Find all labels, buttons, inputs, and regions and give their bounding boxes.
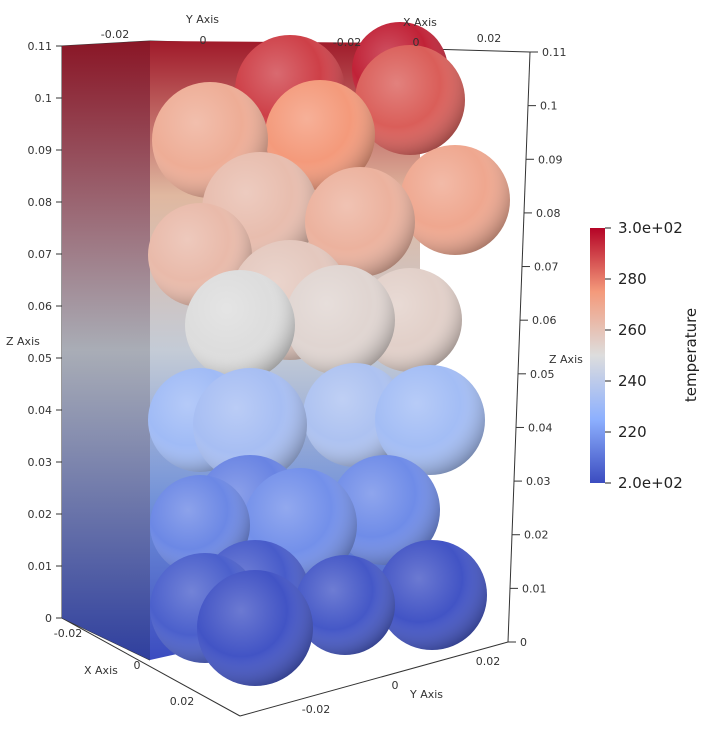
axis-line bbox=[61, 617, 241, 717]
z-tick-right: 0.01 bbox=[522, 582, 547, 595]
colorbar-ticks: 3.0e+02 280 260 240 220 2.0e+02 bbox=[605, 219, 683, 492]
z-axis-label-left: Z Axis bbox=[6, 335, 40, 348]
y-tick-bottom: 0.02 bbox=[476, 655, 501, 668]
z-tick-left: 0.11 bbox=[28, 40, 53, 53]
z-tick-left: 0.02 bbox=[28, 508, 53, 521]
z-tick-left: 0.09 bbox=[28, 144, 53, 157]
sphere-shading bbox=[295, 555, 395, 655]
sphere-shading bbox=[193, 368, 307, 482]
z-tick-left: 0.06 bbox=[28, 300, 53, 313]
colorbar: 3.0e+02 280 260 240 220 2.0e+02 temperature bbox=[590, 219, 700, 492]
y-axis-label-bottom: Y Axis bbox=[409, 688, 443, 701]
x-tick-top: -0.02 bbox=[333, 36, 361, 49]
sphere-shading bbox=[400, 145, 510, 255]
z-tick-right: 0.04 bbox=[528, 421, 553, 434]
y-tick-bottom: -0.02 bbox=[302, 703, 330, 716]
z-tick-left: 0.03 bbox=[28, 456, 53, 469]
z-tick-right: 0.06 bbox=[532, 314, 557, 327]
sphere-shading bbox=[285, 265, 395, 375]
sphere-shading bbox=[377, 540, 487, 650]
z-tick-right: 0.08 bbox=[536, 207, 561, 220]
colorbar-tick-label: 3.0e+02 bbox=[618, 219, 683, 237]
axis-titles: Y Axis X Axis Z Axis Z Axis X Axis Y Axi… bbox=[6, 13, 583, 701]
sphere-shading bbox=[305, 167, 415, 277]
z-tick-left: 0.07 bbox=[28, 248, 53, 261]
z-tick-right: 0.03 bbox=[526, 475, 551, 488]
sphere-shading bbox=[375, 365, 485, 475]
z-tick-left: 0.04 bbox=[28, 404, 53, 417]
colorbar-tick-label: 240 bbox=[618, 372, 647, 390]
z-tick-right: 0.11 bbox=[542, 46, 567, 59]
x-tick-bottom: 0 bbox=[134, 659, 141, 672]
z-tick-left: 0.05 bbox=[28, 352, 53, 365]
z-tick-right: 0.05 bbox=[530, 368, 555, 381]
x-tick-bottom: 0.02 bbox=[170, 695, 195, 708]
colorbar-tick-label: 260 bbox=[618, 321, 647, 339]
domain-box-side bbox=[62, 41, 150, 660]
axis-line bbox=[507, 51, 531, 643]
y-axis-label-top: Y Axis bbox=[185, 13, 219, 26]
sphere-shading bbox=[330, 455, 440, 565]
z-tick-right: 0.02 bbox=[524, 529, 549, 542]
colorbar-tick-label: 2.0e+02 bbox=[618, 474, 683, 492]
colorbar-gradient bbox=[590, 228, 605, 483]
colorbar-tick-label: 280 bbox=[618, 270, 647, 288]
z-tick-right: 0.07 bbox=[534, 261, 559, 274]
axis-line bbox=[239, 641, 509, 717]
sphere-shading bbox=[197, 570, 313, 686]
z-axis-label-right: Z Axis bbox=[549, 353, 583, 366]
y-tick-bottom: 0 bbox=[392, 679, 399, 692]
y-tick-top: 0 bbox=[200, 34, 207, 47]
z-tick-left: 0.08 bbox=[28, 196, 53, 209]
colorbar-title: temperature bbox=[682, 308, 700, 402]
x-tick-bottom: -0.02 bbox=[54, 627, 82, 640]
x-tick-top: 0.02 bbox=[477, 32, 502, 45]
y-tick-top: -0.02 bbox=[101, 28, 129, 41]
z-tick-left: 0.01 bbox=[28, 560, 53, 573]
sphere-shading bbox=[355, 45, 465, 155]
x-tick-top: 0 bbox=[413, 36, 420, 49]
axis-tick-labels: 0 0 0.01 0.01 0.02 0.02 0.03 0.03 0.04 0.04 0.05 0.… bbox=[28, 28, 567, 716]
z-tick-left: 0 bbox=[45, 612, 52, 625]
x-axis-label-bottom: X Axis bbox=[84, 664, 118, 677]
z-tick-left: 0.1 bbox=[35, 92, 53, 105]
z-tick-right: 0 bbox=[520, 636, 527, 649]
sphere-shading bbox=[185, 270, 295, 380]
z-tick-right: 0.09 bbox=[538, 153, 563, 166]
z-tick-right: 0.1 bbox=[540, 100, 558, 113]
particle-spheres bbox=[148, 22, 510, 686]
x-axis-label-top: X Axis bbox=[403, 16, 437, 29]
colorbar-tick-label: 220 bbox=[618, 423, 647, 441]
